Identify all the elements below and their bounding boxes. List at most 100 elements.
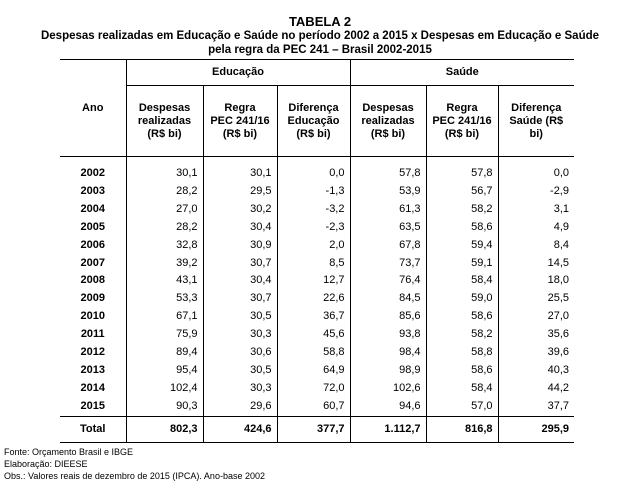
value-cell: 35,6 [497, 326, 574, 345]
table-row: 2012 89,4 30,6 58,8 98,4 58,8 39,6 [60, 344, 574, 362]
table-notes: Fonte: Orçamento Brasil e IBGE Elaboraçã… [4, 446, 265, 482]
value-cell: 29,5 [202, 182, 277, 201]
value-cell: -2,9 [497, 182, 574, 201]
value-cell: 30,2 [202, 200, 277, 219]
data-table: Ano Educação Saúde Despesas realizadas (R$… [60, 59, 574, 443]
total-cell: 802,3 [125, 415, 203, 443]
value-cell: 45,6 [276, 326, 350, 345]
value-cell: -1,3 [276, 182, 350, 201]
value-cell: 67,8 [349, 236, 426, 255]
value-cell: 14,5 [497, 254, 574, 273]
header-separator [60, 156, 574, 165]
value-cell: 30,1 [125, 165, 203, 183]
table-title: TABELA 2 [288, 14, 352, 29]
table-row: 2008 43,1 30,4 12,7 76,4 58,4 18,0 [60, 272, 574, 291]
year-cell: 2003 [80, 184, 105, 197]
year-cell: 2004 [80, 202, 105, 215]
year-cell: 2007 [80, 256, 105, 269]
value-cell: 30,3 [202, 326, 277, 345]
value-cell: 30,1 [202, 165, 277, 183]
total-label: Total [60, 415, 126, 443]
year-cell: 2014 [80, 381, 105, 394]
value-cell: 56,7 [425, 182, 498, 201]
value-cell: 58,6 [425, 361, 498, 380]
value-cell: 63,5 [349, 218, 426, 237]
value-cell: 32,8 [125, 236, 203, 255]
table-row: 2009 53,3 30,7 22,6 84,5 59,0 25,5 [60, 290, 574, 309]
value-cell: -2,3 [276, 218, 350, 237]
table-row: 2003 28,2 29,5 -1,3 53,9 56,7 -2,9 [60, 182, 574, 201]
value-cell: 64,9 [276, 361, 350, 380]
value-cell: 30,5 [202, 361, 277, 380]
value-cell: 4,9 [497, 218, 574, 237]
value-cell: 36,7 [276, 308, 350, 327]
value-cell: 58,2 [425, 200, 498, 219]
total-row: Total 802,3 424,6 377,7 1.112,7 816,8 29… [60, 415, 574, 443]
value-cell: 95,4 [125, 361, 203, 380]
value-cell: 39,2 [125, 254, 203, 273]
value-cell: 58,6 [425, 308, 498, 327]
value-cell: 98,4 [349, 344, 426, 362]
value-cell: 40,3 [497, 361, 574, 380]
header-edu-despesas: Despesas realizadas (R$ bi) [125, 85, 203, 157]
value-cell: 93,8 [349, 326, 426, 345]
value-cell: 37,7 [497, 397, 574, 417]
year-cell: 2012 [80, 346, 105, 359]
value-cell: 67,1 [125, 308, 203, 327]
value-cell: 58,4 [425, 379, 498, 398]
value-cell: 0,0 [497, 165, 574, 183]
value-cell: 30,4 [202, 272, 277, 291]
year-cell: 2006 [80, 238, 105, 251]
value-cell: 30,6 [202, 344, 277, 362]
table-body: 2002 30,1 30,1 0,0 57,8 57,8 0,0 2003 28,2 29,5 -1… [60, 156, 574, 417]
value-cell: 30,5 [202, 308, 277, 327]
value-cell: 2,0 [276, 236, 350, 255]
table-row: 2002 30,1 30,1 0,0 57,8 57,8 0,0 [60, 165, 574, 183]
table-row: 2006 32,8 30,9 2,0 67,8 59,4 8,4 [60, 236, 574, 255]
value-cell: 57,8 [349, 165, 426, 183]
value-cell: 53,9 [349, 182, 426, 201]
year-cell: 2015 [80, 399, 105, 412]
note-source: Fonte: Orçamento Brasil e IBGE [4, 447, 134, 457]
table-row: 2015 90,3 29,6 60,7 94,6 57,0 37,7 [60, 397, 574, 417]
value-cell: 102,6 [349, 379, 426, 398]
header-edu-regra: Regra PEC 241/16 (R$ bi) [202, 85, 277, 157]
header-group-educacao: Educação [125, 59, 350, 86]
table-row: 2007 39,2 30,7 8,5 73,7 59,1 14,5 [60, 254, 574, 273]
total-cell: 1.112,7 [349, 415, 426, 443]
value-cell: 43,1 [125, 272, 203, 291]
value-cell: 59,1 [425, 254, 498, 273]
table-row: 2011 75,9 30,3 45,6 93,8 58,2 35,6 [60, 326, 574, 345]
value-cell: 28,2 [125, 182, 203, 201]
header-sau-despesas: Despesas realizadas (R$ bi) [349, 85, 426, 157]
value-cell: 102,4 [125, 379, 203, 398]
value-cell: 85,6 [349, 308, 426, 327]
value-cell: 58,4 [425, 272, 498, 291]
value-cell: 27,0 [497, 308, 574, 327]
header-group-saude: Saúde [349, 59, 574, 86]
value-cell: 84,5 [349, 290, 426, 309]
year-cell: 2011 [80, 328, 105, 341]
value-cell: 59,4 [425, 236, 498, 255]
table-row: 2014 102,4 30,3 72,0 102,6 58,4 44,2 [60, 379, 574, 398]
value-cell: 28,2 [125, 218, 203, 237]
value-cell: 22,6 [276, 290, 350, 309]
header-ano: Ano [60, 59, 126, 157]
table-subtitle-line1: Despesas realizadas em Educação e Saúde … [40, 30, 600, 42]
table-row: 2005 28,2 30,4 -2,3 63,5 58,6 4,9 [60, 218, 574, 237]
value-cell: 30,4 [202, 218, 277, 237]
table-row: 2004 27,0 30,2 -3,2 61,3 58,2 3,1 [60, 200, 574, 219]
value-cell: 0,0 [276, 165, 350, 183]
total-cell: 816,8 [425, 415, 498, 443]
table-row: 2013 95,4 30,5 64,9 98,9 58,6 40,3 [60, 361, 574, 380]
value-cell: 59,0 [425, 290, 498, 309]
value-cell: 53,3 [125, 290, 203, 309]
value-cell: 90,3 [125, 397, 203, 417]
table-row: 2010 67,1 30,5 36,7 85,6 58,6 27,0 [60, 308, 574, 327]
year-cell: 2008 [80, 274, 105, 287]
value-cell: 39,6 [497, 344, 574, 362]
table-caption: TABELA 2 Despesas realizadas em Educação… [0, 14, 640, 57]
value-cell: 61,3 [349, 200, 426, 219]
value-cell: 76,4 [349, 272, 426, 291]
year-cell: 2005 [80, 220, 105, 233]
